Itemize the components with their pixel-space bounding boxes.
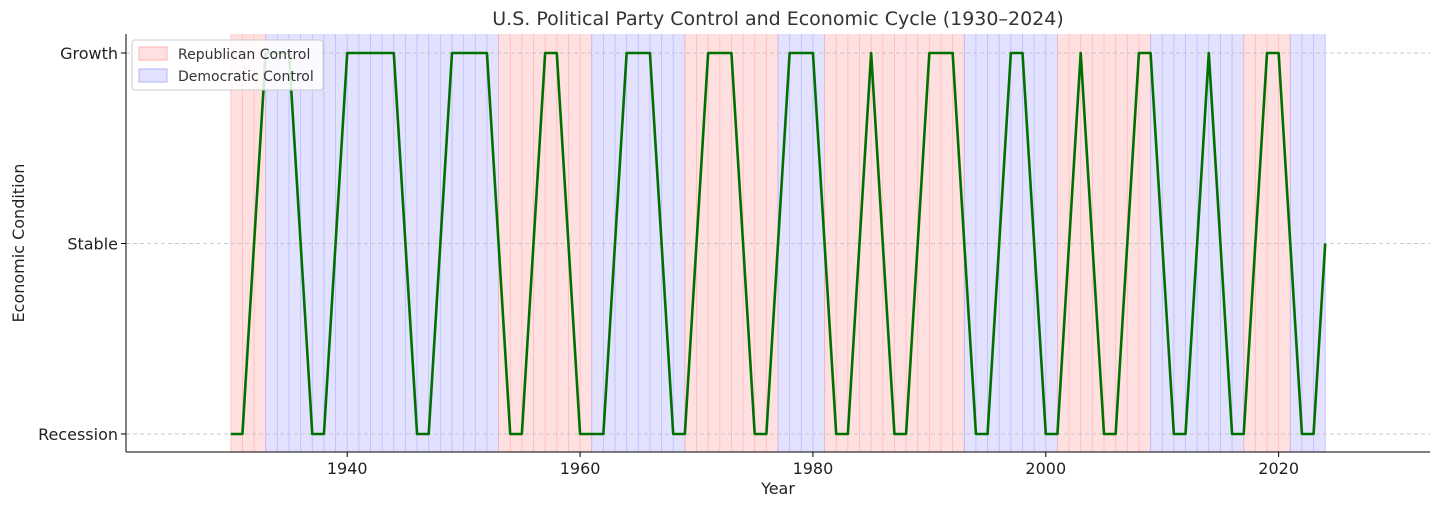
legend-swatch-republican — [138, 46, 168, 61]
legend-frame — [131, 39, 324, 91]
y-tick-label-recession: Recession — [38, 425, 118, 444]
series-line — [230, 51, 1327, 436]
legend-label-democratic: Democratic Control — [178, 69, 314, 85]
series-economic-condition — [230, 51, 1327, 436]
y-ticks: Recession Stable Growth — [38, 44, 126, 444]
x-tick-label-2000: 2000 — [1025, 459, 1066, 478]
x-tick-label-1960: 1960 — [560, 459, 601, 478]
legend-swatch-democratic — [138, 68, 168, 83]
legend-item-democratic: Democratic Control — [138, 68, 314, 85]
x-tick-label-1940: 1940 — [327, 459, 368, 478]
chart-title: U.S. Political Party Control and Economi… — [492, 8, 1064, 30]
year-stripes — [230, 34, 1326, 452]
x-tick-label-1980: 1980 — [793, 459, 834, 478]
party-band-democratic-2021 — [1290, 34, 1326, 452]
y-tick-label-stable: Stable — [67, 235, 118, 254]
x-axis-title: Year — [760, 479, 795, 498]
party-band-republican-1930 — [230, 34, 266, 452]
x-ticks: 1940 1960 1980 2000 2020 — [327, 452, 1299, 478]
legend-label-republican: Republican Control — [178, 47, 310, 63]
legend-item-republican: Republican Control — [138, 46, 310, 63]
y-tick-label-growth: Growth — [60, 44, 118, 63]
y-axis-title: Economic Condition — [9, 164, 28, 323]
x-tick-label-2020: 2020 — [1258, 459, 1299, 478]
legend: Republican Control Democratic Control — [131, 39, 324, 91]
